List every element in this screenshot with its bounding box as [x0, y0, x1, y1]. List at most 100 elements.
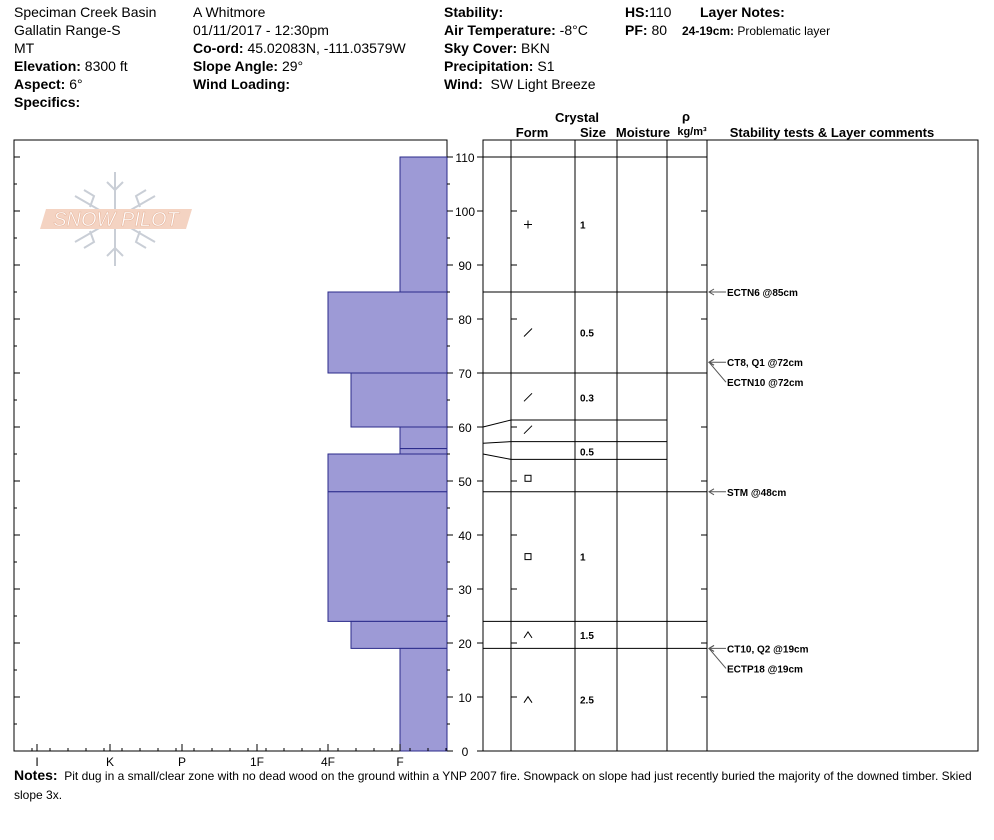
observation-datetime: 01/11/2017 - 12:30pm — [193, 22, 329, 38]
profile-table-frame — [482, 139, 979, 752]
stability: Stability: — [444, 3, 503, 21]
observer-name: A Whitmore — [193, 4, 266, 20]
crystal-form-slash-icon — [523, 425, 533, 435]
elevation-value: 8300 ft — [84, 58, 128, 74]
arrow-head-icon — [708, 488, 715, 496]
crystal-form-caret-icon — [523, 630, 533, 639]
stability-test-label: STM @48cm — [727, 488, 786, 499]
hardness-layer — [350, 372, 448, 428]
x-tick-label: 1F — [250, 755, 264, 769]
elevation-label: Elevation: — [14, 58, 81, 74]
layer-boundary-slope — [482, 419, 512, 428]
snowpilot-logo: SNOW PILOT — [40, 172, 192, 266]
sky-value: BKN — [521, 40, 550, 56]
coord-value: 45.02083N, -111.03579W — [247, 40, 406, 56]
stability-test-label: CT10, Q2 @19cm — [727, 644, 809, 655]
crystal-size-label: 0.5 — [580, 329, 594, 340]
y-tick-label: 110 — [455, 151, 474, 165]
form-header: Form — [516, 125, 549, 140]
coordinates: Co-ord: 45.02083N, -111.03579W — [193, 39, 406, 57]
layer-note-text: Problematic layer — [737, 24, 831, 38]
y-tick-label: 70 — [458, 367, 472, 381]
y-tick-label: 50 — [458, 475, 472, 489]
y-tick-label: 60 — [458, 421, 472, 435]
crystal-form-slash-icon — [523, 392, 533, 402]
layer-boundary-slope — [482, 441, 512, 444]
specifics: Specifics: — [14, 93, 80, 111]
hardness-layer — [350, 620, 448, 649]
notes: Notes: Pit dug in a small/clear zone wit… — [14, 766, 989, 805]
hs: HS:110 — [625, 3, 671, 21]
elevation: Elevation: 8300 ft — [14, 57, 128, 75]
y-tick-label: 20 — [458, 637, 472, 651]
coord-label: Co-ord: — [193, 40, 244, 56]
crystal-size-label: 1.5 — [580, 631, 594, 642]
crystal-form-square-icon — [524, 474, 532, 482]
moisture-header: Moisture — [616, 125, 670, 140]
logo-text: SNOW PILOT — [53, 209, 180, 231]
wind-loading: Wind Loading: — [193, 75, 290, 93]
pf-value: 80 — [651, 22, 668, 38]
site-name: Speciman Creek Basin — [14, 4, 157, 20]
rho-header: ρ — [682, 109, 690, 124]
air-temp-label: Air Temperature: — [444, 22, 556, 38]
stability-label: Stability: — [444, 4, 504, 20]
slope-angle: Slope Angle: 29° — [193, 57, 303, 75]
state-name: MT — [14, 40, 35, 56]
precip-label: Precipitation: — [444, 58, 534, 74]
crystal-form-square-icon — [524, 553, 532, 561]
slope-label: Slope Angle: — [193, 58, 279, 74]
hardness-layer — [399, 426, 448, 450]
y-tick-label: 10 — [458, 691, 472, 705]
y-tick-label: 90 — [458, 259, 472, 273]
hardness-layer — [399, 448, 448, 455]
hardness-layer — [399, 156, 448, 293]
wind-label: Wind: — [444, 76, 483, 92]
wind-value: SW Light Breeze — [490, 76, 596, 92]
arrow-head-icon — [708, 288, 715, 296]
y-tick-label: 40 — [458, 529, 472, 543]
layer-notes-heading: Layer Notes: — [700, 4, 785, 20]
precipitation: Precipitation: S1 — [444, 57, 554, 75]
y-tick-label: 80 — [458, 313, 472, 327]
hardness-layer — [327, 491, 448, 622]
hardness-layer — [399, 647, 448, 752]
x-tick-label: I — [35, 755, 38, 769]
stability-test-label: ECTN10 @72cm — [727, 378, 804, 389]
pf-label: PF: — [625, 22, 648, 38]
sky-cover: Sky Cover: BKN — [444, 39, 550, 57]
crystal-size-label: 1 — [580, 553, 586, 564]
air-temp-value: -8°C — [559, 22, 588, 38]
wind-loading-label: Wind Loading: — [193, 76, 291, 92]
aspect-label: Aspect: — [14, 76, 66, 92]
crystal-form-caret-icon — [523, 695, 533, 703]
x-tick-label: P — [178, 755, 186, 769]
slope-value: 29° — [281, 58, 304, 74]
arrow-head-icon — [708, 358, 715, 366]
y-tick-label: 30 — [458, 583, 472, 597]
air-temperature: Air Temperature: -8°C — [444, 21, 588, 39]
notes-label: Notes: — [14, 767, 58, 783]
stability-test-label: ECTP18 @19cm — [727, 664, 803, 675]
x-tick-label: 4F — [321, 755, 335, 769]
hs-value: 110 — [649, 4, 672, 20]
hardness-layer — [327, 453, 448, 493]
x-tick-label: F — [396, 755, 403, 769]
crystal-header: Crystal — [555, 110, 599, 125]
crystal-size-label: 0.5 — [580, 447, 594, 458]
precip-value: S1 — [537, 58, 555, 74]
arrow-head-icon — [708, 644, 715, 652]
notes-text: Pit dug in a small/clear zone with no de… — [14, 769, 972, 802]
wind: Wind: SW Light Breeze — [444, 75, 596, 93]
stability-header: Stability tests & Layer comments — [730, 125, 934, 140]
layer-note-range: 24-19cm: — [682, 24, 735, 38]
layer-note: 24-19cm: Problematic layer — [682, 22, 830, 40]
specifics-label: Specifics: — [14, 94, 81, 110]
stability-test-arrow — [708, 361, 727, 383]
stability-test-label: CT8, Q1 @72cm — [727, 358, 803, 369]
layer-boundary-slope — [482, 453, 512, 460]
size-header: Size — [580, 125, 606, 140]
crystal-size-label: 0.3 — [580, 393, 594, 404]
stability-test-arrow — [708, 648, 727, 669]
